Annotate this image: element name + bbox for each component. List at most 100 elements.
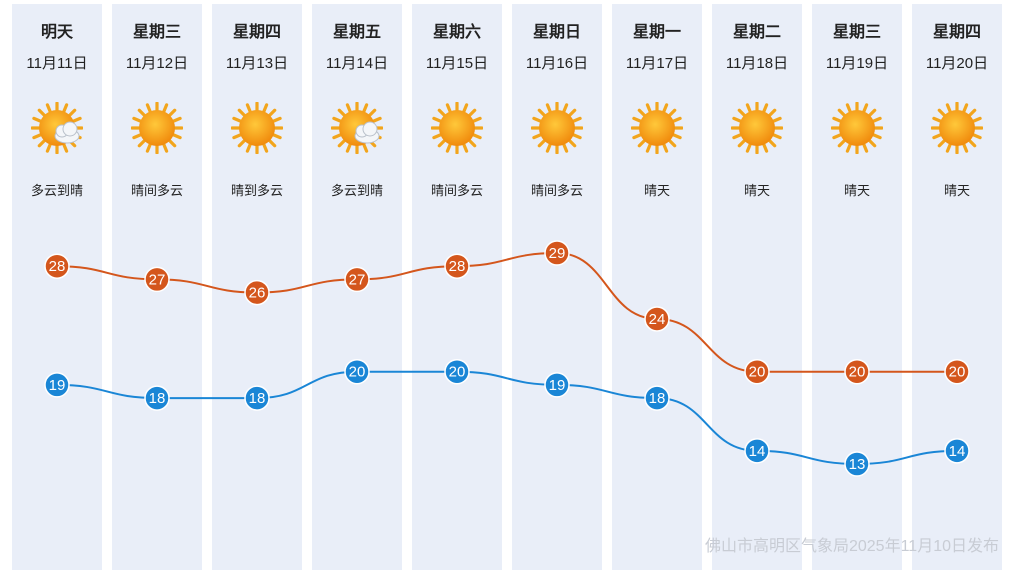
day-date: 11月13日 — [225, 55, 289, 72]
day-date: 11月17日 — [625, 55, 689, 72]
low-temp-point: 20 — [344, 358, 370, 385]
temp-label: 20 — [749, 364, 766, 381]
temp-label: 13 — [849, 456, 866, 473]
day-date: 11月15日 — [425, 55, 489, 72]
weather-description: 晴间多云 — [130, 183, 183, 198]
day-name: 星期一 — [632, 24, 681, 41]
point-marker — [144, 385, 170, 411]
day-name: 星期四 — [232, 24, 281, 41]
point-marker — [644, 306, 670, 332]
day-name: 星期五 — [332, 24, 381, 41]
high-temp-point: 29 — [544, 240, 570, 266]
day-column: 星期日 11月16日 晴间多云 — [512, 4, 602, 570]
day-name: 星期六 — [432, 24, 481, 41]
point-marker — [844, 358, 870, 385]
temp-label: 18 — [649, 390, 666, 407]
point-marker — [244, 385, 270, 411]
day-column: 星期二 11月18日 晴天 — [712, 4, 802, 570]
low-temp-point: 18 — [244, 385, 270, 411]
temp-label: 19 — [49, 377, 66, 394]
low-temp-point: 14 — [744, 438, 770, 464]
temp-label: 18 — [149, 390, 166, 407]
point-marker — [444, 358, 470, 385]
low-temp-line — [56, 370, 958, 466]
day-name: 星期三 — [832, 24, 881, 41]
point-marker — [844, 451, 870, 477]
low-temp-point: 20 — [444, 358, 470, 385]
high-temp-point: 20 — [844, 358, 870, 385]
point-marker — [44, 253, 70, 279]
weather-description: 多云到晴 — [330, 183, 383, 198]
high-temp-point: 27 — [144, 266, 170, 293]
weather-description: 多云到晴 — [30, 183, 83, 198]
sun-icon — [930, 101, 984, 155]
temp-label: 14 — [949, 443, 966, 460]
day-column: 星期一 11月17日 晴天 — [612, 4, 702, 570]
low-temp-point: 18 — [144, 385, 170, 411]
point-marker — [744, 358, 770, 385]
day-date: 11月16日 — [525, 55, 589, 72]
point-marker — [544, 372, 570, 398]
day-date: 11月14日 — [325, 55, 389, 72]
temp-label: 28 — [49, 258, 66, 275]
day-name: 星期日 — [532, 24, 581, 41]
temp-label: 20 — [349, 364, 366, 381]
sun-icon — [130, 101, 184, 155]
weather-description: 晴间多云 — [530, 183, 583, 198]
day-date: 11月11日 — [26, 55, 88, 72]
day-column: 星期四 11月20日 晴天 — [912, 4, 1002, 570]
sun-icon — [730, 101, 784, 155]
point-marker — [144, 266, 170, 293]
weather-description: 晴间多云 — [430, 183, 483, 198]
temp-label: 28 — [449, 258, 466, 275]
weather-description: 晴天 — [643, 183, 670, 198]
high-temp-point: 28 — [444, 253, 470, 279]
low-temp-point: 19 — [544, 372, 570, 398]
sun-icon — [430, 101, 484, 155]
point-marker — [44, 372, 70, 398]
point-marker — [944, 438, 970, 464]
high-temp-point: 20 — [944, 358, 970, 385]
sun-cloud-icon — [330, 101, 384, 155]
day-column: 明天 11月11日 多云到晴 — [12, 4, 102, 570]
point-marker — [744, 438, 770, 464]
high-temp-point: 24 — [644, 306, 670, 332]
weather-description: 晴天 — [943, 183, 970, 198]
day-name: 星期二 — [732, 24, 781, 41]
low-temp-point: 14 — [944, 438, 970, 464]
temp-label: 26 — [249, 285, 266, 302]
sun-icon — [530, 101, 584, 155]
low-temp-point: 13 — [844, 451, 870, 477]
high-temp-point: 26 — [244, 279, 270, 306]
day-date: 11月19日 — [825, 55, 889, 72]
point-marker — [944, 358, 970, 385]
point-marker — [544, 240, 570, 266]
weather-description: 晴天 — [743, 183, 770, 198]
day-date: 11月20日 — [925, 55, 989, 72]
high-temp-point: 28 — [44, 253, 70, 279]
temp-label: 18 — [249, 390, 266, 407]
temp-label: 27 — [149, 271, 166, 288]
temp-label: 20 — [449, 364, 466, 381]
high-temp-point: 20 — [744, 358, 770, 385]
weather-description: 晴天 — [843, 183, 870, 198]
sun-icon — [830, 101, 884, 155]
point-marker — [444, 253, 470, 279]
low-temp-point: 18 — [644, 385, 670, 411]
temp-label: 29 — [549, 245, 566, 262]
sun-icon — [230, 101, 284, 155]
day-column: 星期三 11月12日 晴间多云 — [112, 4, 202, 570]
temp-label: 19 — [549, 377, 566, 394]
weather-description: 晴到多云 — [230, 183, 283, 198]
point-marker — [244, 279, 270, 306]
point-marker — [644, 385, 670, 411]
temp-label: 20 — [949, 364, 966, 381]
day-column: 星期六 11月15日 晴间多云 — [412, 4, 502, 570]
temp-label: 14 — [749, 443, 766, 460]
temp-label: 27 — [349, 271, 366, 288]
sun-icon — [630, 101, 684, 155]
day-name: 明天 — [40, 24, 73, 41]
high-temp-point: 27 — [344, 266, 370, 293]
temp-label: 24 — [649, 311, 666, 328]
day-date: 11月18日 — [725, 55, 789, 72]
